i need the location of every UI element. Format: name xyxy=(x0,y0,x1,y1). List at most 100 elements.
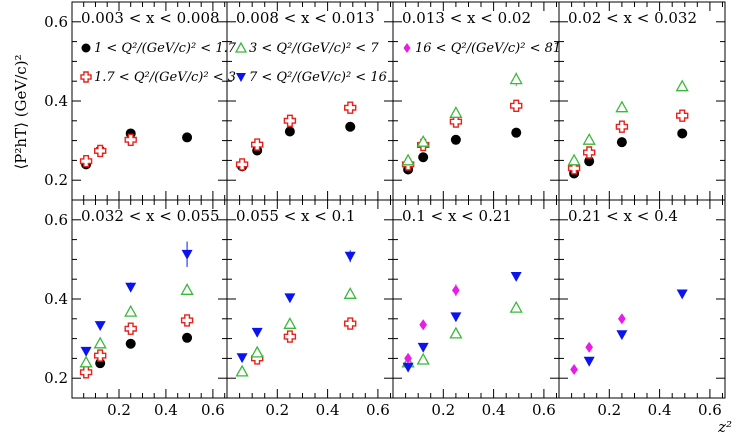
y-tick-label: 0.4 xyxy=(44,290,68,308)
y-tick-label: 0.4 xyxy=(44,92,68,110)
data-point xyxy=(344,317,357,330)
panel-frame xyxy=(558,1,726,201)
panel-frame xyxy=(71,199,228,399)
data-point xyxy=(416,352,430,365)
data-point xyxy=(510,99,523,113)
x-tick-label: 0.2 xyxy=(265,401,289,419)
legend-marker xyxy=(234,41,248,53)
data-point xyxy=(677,128,688,139)
legend-marker xyxy=(403,43,411,53)
data-point xyxy=(283,317,297,329)
data-point xyxy=(452,284,460,296)
legend-label: 7 < Q²/(GeV/c)² < 16 xyxy=(249,70,387,85)
data-point xyxy=(124,304,138,317)
panel-frame xyxy=(71,1,228,201)
data-point xyxy=(93,336,107,349)
data-point xyxy=(79,366,93,379)
data-point xyxy=(344,101,357,114)
data-point xyxy=(283,330,297,343)
data-point xyxy=(124,133,137,147)
x-tick-label: 0.6 xyxy=(201,401,225,419)
data-point xyxy=(567,153,581,166)
data-point xyxy=(509,300,523,313)
data-point xyxy=(450,312,462,323)
legend-label: 3 < Q²/(GeV/c)² < 7 xyxy=(249,41,379,56)
data-point xyxy=(182,132,193,143)
data-point xyxy=(449,115,463,128)
x-tick-label: 0.4 xyxy=(482,401,506,419)
data-point xyxy=(235,364,249,377)
data-point xyxy=(449,106,463,118)
panel-6: 0.2 0.4 0.6 0.055 < x < 0.1 xyxy=(226,199,394,419)
data-point xyxy=(284,126,295,137)
data-point xyxy=(570,364,578,375)
panel-title: 0.1 < x < 0.21 xyxy=(402,207,512,225)
panel-grid: 0.2 0.4 0.6 0.003 < x < 0.008 1 < Q²/(GeV/c)… xyxy=(44,1,726,419)
data-point xyxy=(510,272,522,282)
legend-marker xyxy=(81,43,91,53)
legend-label: 1 < Q²/(GeV/c)² < 1.7 xyxy=(94,41,237,56)
legend-marker xyxy=(80,71,92,83)
data-point xyxy=(125,282,137,293)
data-point xyxy=(616,137,627,148)
data-point xyxy=(250,138,264,151)
data-point xyxy=(181,249,193,260)
y-tick-label: 0.6 xyxy=(44,211,68,229)
data-point xyxy=(583,356,595,367)
legend-marker xyxy=(236,73,246,82)
data-point xyxy=(616,330,628,341)
data-point xyxy=(676,109,689,122)
data-point xyxy=(618,313,626,325)
data-point xyxy=(417,342,429,353)
panel-title: 0.02 < x < 0.032 xyxy=(568,9,697,27)
data-point xyxy=(283,114,297,128)
panel-title: 0.008 < x < 0.013 xyxy=(236,9,375,27)
data-point xyxy=(182,332,193,343)
data-point xyxy=(450,134,461,145)
data-point xyxy=(509,72,523,85)
data-point xyxy=(615,120,629,133)
panel-4: 0.02 < x < 0.032 xyxy=(558,1,726,201)
y-tick-label: 0.2 xyxy=(44,369,68,387)
legend-label: 16 < Q²/(GeV/c)² < 81 xyxy=(415,41,561,56)
data-point xyxy=(418,152,429,163)
data-point xyxy=(675,79,689,92)
data-point xyxy=(416,134,430,147)
x-tick-label: 0.4 xyxy=(648,401,672,419)
data-point xyxy=(676,289,688,300)
panel-8: 0.2 0.4 0.6 0.21 < x < 0.4 xyxy=(558,199,726,419)
data-point xyxy=(94,321,106,331)
y-tick-label: 0.2 xyxy=(44,171,68,189)
data-point xyxy=(93,144,107,158)
panel-title: 0.003 < x < 0.008 xyxy=(81,9,220,27)
data-point xyxy=(79,154,93,168)
data-point xyxy=(449,326,463,339)
data-point xyxy=(250,345,264,358)
data-point xyxy=(236,353,248,364)
panel-title: 0.032 < x < 0.055 xyxy=(81,207,220,225)
data-point xyxy=(615,100,629,113)
panel-7: 0.2 0.4 0.6 0.1 < x < 0.21 xyxy=(392,199,560,419)
x-tick-label: 0.4 xyxy=(316,401,340,419)
x-tick-label: 0.4 xyxy=(154,401,178,419)
data-point xyxy=(124,322,137,335)
data-point xyxy=(583,146,596,159)
x-axis-label: z² xyxy=(717,418,732,436)
data-point xyxy=(345,121,356,132)
legend-label: 1.7 < Q²/(GeV/c)² < 3 xyxy=(94,70,236,85)
panel-5: 0.2 0.4 0.6 0.2 0.4 0.6 0.032 < x < 0.055 xyxy=(44,199,228,419)
data-point xyxy=(251,327,263,338)
data-point xyxy=(284,293,296,304)
y-axis-label: ⟨P²hT⟩ (GeV/c)² xyxy=(12,54,30,169)
data-point xyxy=(582,132,596,145)
data-point xyxy=(180,283,194,295)
panel-title: 0.055 < x < 0.1 xyxy=(236,207,355,225)
x-tick-label: 0.6 xyxy=(698,401,722,419)
panel-frame xyxy=(392,1,560,201)
y-tick-label: 0.6 xyxy=(44,13,68,31)
x-tick-label: 0.2 xyxy=(431,401,455,419)
data-point xyxy=(401,153,415,166)
x-tick-label: 0.6 xyxy=(532,401,556,419)
data-point xyxy=(402,362,414,373)
panel-1: 0.2 0.4 0.6 0.003 < x < 0.008 1 < Q²/(GeV/c)… xyxy=(44,1,237,201)
